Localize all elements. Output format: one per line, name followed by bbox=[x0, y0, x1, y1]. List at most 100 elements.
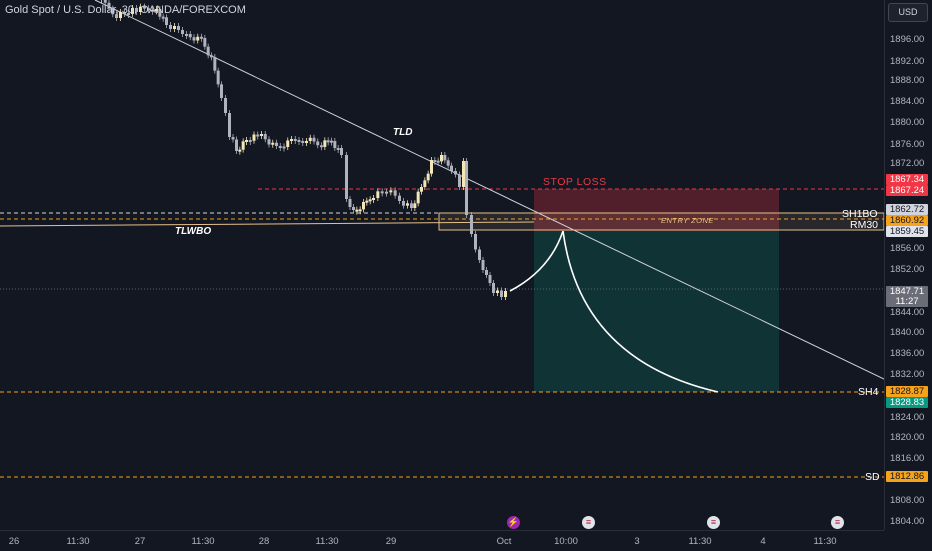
price-tick: 1856.00 bbox=[890, 243, 925, 254]
price-tick: 1840.00 bbox=[890, 327, 925, 338]
time-axis[interactable] bbox=[0, 530, 884, 551]
tld-label: TLD bbox=[393, 127, 413, 138]
candle-body bbox=[458, 174, 461, 187]
tld-trendline[interactable] bbox=[94, 0, 884, 380]
time-label: 26 bbox=[8, 536, 20, 547]
candle-body bbox=[454, 171, 457, 175]
candle-body bbox=[200, 36, 203, 39]
candle-body bbox=[238, 149, 242, 152]
candlesticks bbox=[101, 0, 507, 300]
stop-loss-bottom-tag: 1867.24 bbox=[886, 185, 928, 196]
price-tick: 1836.00 bbox=[890, 348, 925, 359]
candle-body bbox=[496, 290, 499, 293]
candle-body bbox=[426, 173, 430, 181]
price-tick: 1832.00 bbox=[890, 369, 925, 380]
candle-body bbox=[305, 141, 308, 143]
candle-body bbox=[481, 260, 485, 270]
candle-body bbox=[297, 140, 301, 142]
candle-body bbox=[446, 160, 450, 166]
time-label: 11:30 bbox=[191, 536, 215, 547]
target-zone[interactable] bbox=[534, 231, 779, 392]
candle-body bbox=[336, 148, 340, 150]
price-tick: 1872.00 bbox=[890, 158, 925, 169]
flash-event-icon[interactable]: ⚡ bbox=[507, 516, 520, 529]
price-tick: 1816.00 bbox=[890, 453, 925, 464]
entry-zone-box[interactable] bbox=[438, 212, 884, 231]
candle-body bbox=[406, 203, 409, 206]
price-tick: 1824.00 bbox=[890, 412, 925, 423]
price-tick: 1844.00 bbox=[890, 307, 925, 318]
candle-body bbox=[488, 275, 492, 283]
candle-body bbox=[500, 290, 503, 297]
sh4-price-tag: 1828.87 bbox=[886, 386, 928, 397]
candle-body bbox=[385, 191, 388, 194]
time-label: 29 bbox=[385, 536, 397, 547]
candle-body bbox=[158, 9, 162, 17]
tlwbo-trendline[interactable] bbox=[0, 221, 535, 227]
stop-loss-zone[interactable] bbox=[534, 189, 779, 231]
candle-body bbox=[398, 195, 401, 201]
candle-body bbox=[301, 141, 305, 143]
us-flag-event-icon[interactable]: ≡ bbox=[707, 516, 720, 529]
currency-button[interactable]: USD bbox=[888, 3, 928, 22]
candle-body bbox=[330, 140, 333, 143]
us-flag-event-icon[interactable]: ≡ bbox=[582, 516, 595, 529]
time-label: 11:30 bbox=[813, 536, 837, 547]
candle-body bbox=[393, 190, 397, 196]
time-label: 4 bbox=[760, 536, 766, 547]
price-tick: 1896.00 bbox=[890, 34, 925, 45]
candle-body bbox=[203, 38, 207, 47]
time-label: 11:30 bbox=[315, 536, 339, 547]
us-flag-event-icon[interactable]: ≡ bbox=[831, 516, 844, 529]
candle-body bbox=[260, 134, 263, 136]
price-axis[interactable] bbox=[884, 0, 932, 530]
candle-body bbox=[362, 202, 365, 210]
candle-body bbox=[235, 139, 238, 151]
candle-body bbox=[107, 2, 111, 9]
candle-body bbox=[402, 201, 405, 206]
candle-body bbox=[139, 6, 142, 12]
price-tick: 1820.00 bbox=[890, 432, 925, 443]
price-tick: 1804.00 bbox=[890, 516, 925, 527]
candle-body bbox=[103, 0, 107, 3]
candle-body bbox=[188, 34, 192, 38]
countdown-tag: 11:27 bbox=[886, 296, 928, 307]
candle-body bbox=[196, 36, 200, 41]
candle-body bbox=[485, 270, 488, 275]
price-tick: 1888.00 bbox=[890, 75, 925, 86]
candle-body bbox=[245, 140, 248, 142]
stop-loss-label: STOP LOSS bbox=[543, 176, 607, 188]
candle-body bbox=[436, 160, 440, 163]
candle-body bbox=[177, 26, 180, 30]
rm30-price-tag: 1860.92 bbox=[886, 215, 928, 226]
candle-body bbox=[248, 140, 252, 142]
candle-body bbox=[352, 207, 355, 210]
candle-body bbox=[326, 140, 330, 143]
candle-body bbox=[155, 9, 158, 12]
projection-down-curve bbox=[562, 230, 719, 393]
time-label: 11:30 bbox=[688, 536, 712, 547]
candle-body bbox=[131, 8, 134, 14]
candle-body bbox=[416, 191, 420, 204]
last-price-tag: 1847.71 bbox=[886, 286, 928, 297]
candle-body bbox=[389, 190, 393, 193]
projection-up-curve bbox=[509, 230, 564, 292]
price-chart[interactable] bbox=[0, 0, 884, 530]
price-tick: 1876.00 bbox=[890, 139, 925, 150]
candle-body bbox=[185, 34, 188, 36]
candle-body bbox=[173, 26, 176, 29]
candle-body bbox=[267, 139, 271, 145]
time-label: Oct bbox=[496, 536, 512, 547]
candle-body bbox=[358, 209, 362, 212]
candle-body bbox=[143, 6, 146, 9]
time-label: 11:30 bbox=[66, 536, 90, 547]
candle-body bbox=[410, 203, 413, 208]
candle-body bbox=[450, 165, 453, 171]
time-label: 3 bbox=[634, 536, 640, 547]
price-tick: 1884.00 bbox=[890, 96, 925, 107]
sh4-label: SH4 bbox=[858, 386, 879, 398]
candle-body bbox=[210, 55, 213, 58]
candle-body bbox=[420, 187, 423, 192]
price-tick: 1880.00 bbox=[890, 117, 925, 128]
candle-body bbox=[348, 199, 352, 207]
